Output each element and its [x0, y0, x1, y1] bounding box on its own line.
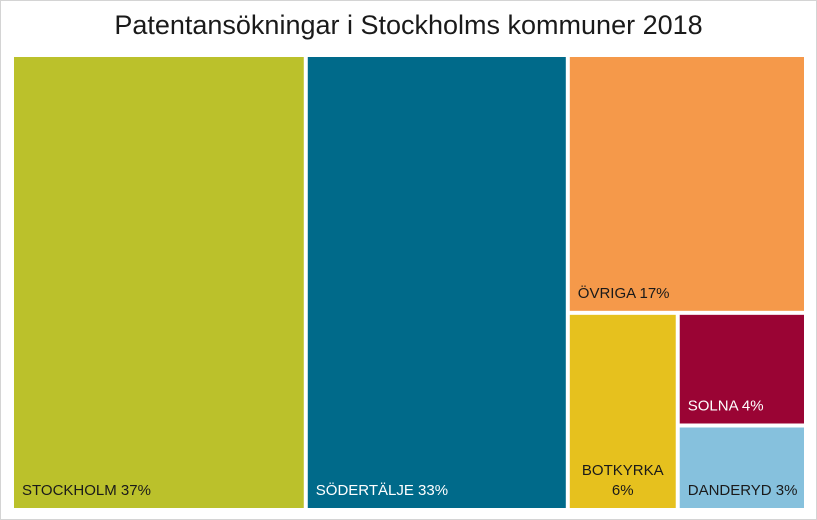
tile-stockholm: STOCKHOLM 37%	[14, 57, 304, 508]
chart-title: Patentansökningar i Stockholms kommuner …	[114, 10, 703, 40]
tile-danderyd: DANDERYD 3%	[679, 427, 804, 508]
tile-solna: SOLNA 4%	[679, 314, 804, 424]
tile-label-solna: SOLNA 4%	[688, 398, 764, 415]
tile-label-sodertalje: SÖDERTÄLJE 33%	[316, 481, 448, 499]
tile-label-ovriga: ÖVRIGA 17%	[578, 284, 670, 302]
tile-botkyrka: BOTKYRKA 6%	[569, 314, 676, 508]
tile-ovriga: ÖVRIGA 17%	[569, 57, 804, 311]
tile-label-botkyrka: BOTKYRKA 6%	[582, 462, 664, 499]
tile-sodertalje: SÖDERTÄLJE 33%	[307, 57, 566, 508]
tile-rect-solna	[679, 314, 804, 424]
tile-label-danderyd: DANDERYD 3%	[688, 482, 798, 499]
tile-rect-botkyrka	[569, 314, 676, 508]
tile-rect-stockholm	[14, 57, 304, 508]
tile-rect-danderyd	[679, 427, 804, 508]
tile-rect-sodertalje	[307, 57, 566, 508]
tile-label-stockholm: STOCKHOLM 37%	[22, 482, 151, 499]
tile-rect-ovriga	[569, 57, 804, 311]
